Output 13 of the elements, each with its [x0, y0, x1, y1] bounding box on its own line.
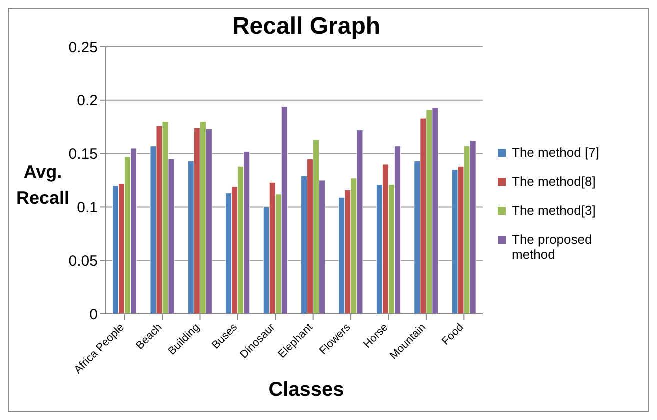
- y-tick-label: 0.05: [68, 252, 98, 270]
- legend-label: The method[8]: [512, 174, 596, 188]
- legend-label: The proposed method: [512, 232, 594, 262]
- y-axis-title: Avg. Recall: [16, 162, 70, 208]
- legend-label: The method [7]: [512, 144, 600, 160]
- legend-label: The method[3]: [512, 202, 596, 218]
- y-tick-label: 0.25: [68, 39, 98, 56]
- y-tick-label: 0.2: [77, 92, 98, 110]
- y-tick-label: 0.15: [68, 146, 98, 164]
- y-tick-label: 0.1: [77, 200, 98, 217]
- y-tick-label: 0: [90, 306, 98, 324]
- x-axis-title: Classes: [268, 379, 346, 402]
- chart-title: Recall Graph: [231, 13, 382, 41]
